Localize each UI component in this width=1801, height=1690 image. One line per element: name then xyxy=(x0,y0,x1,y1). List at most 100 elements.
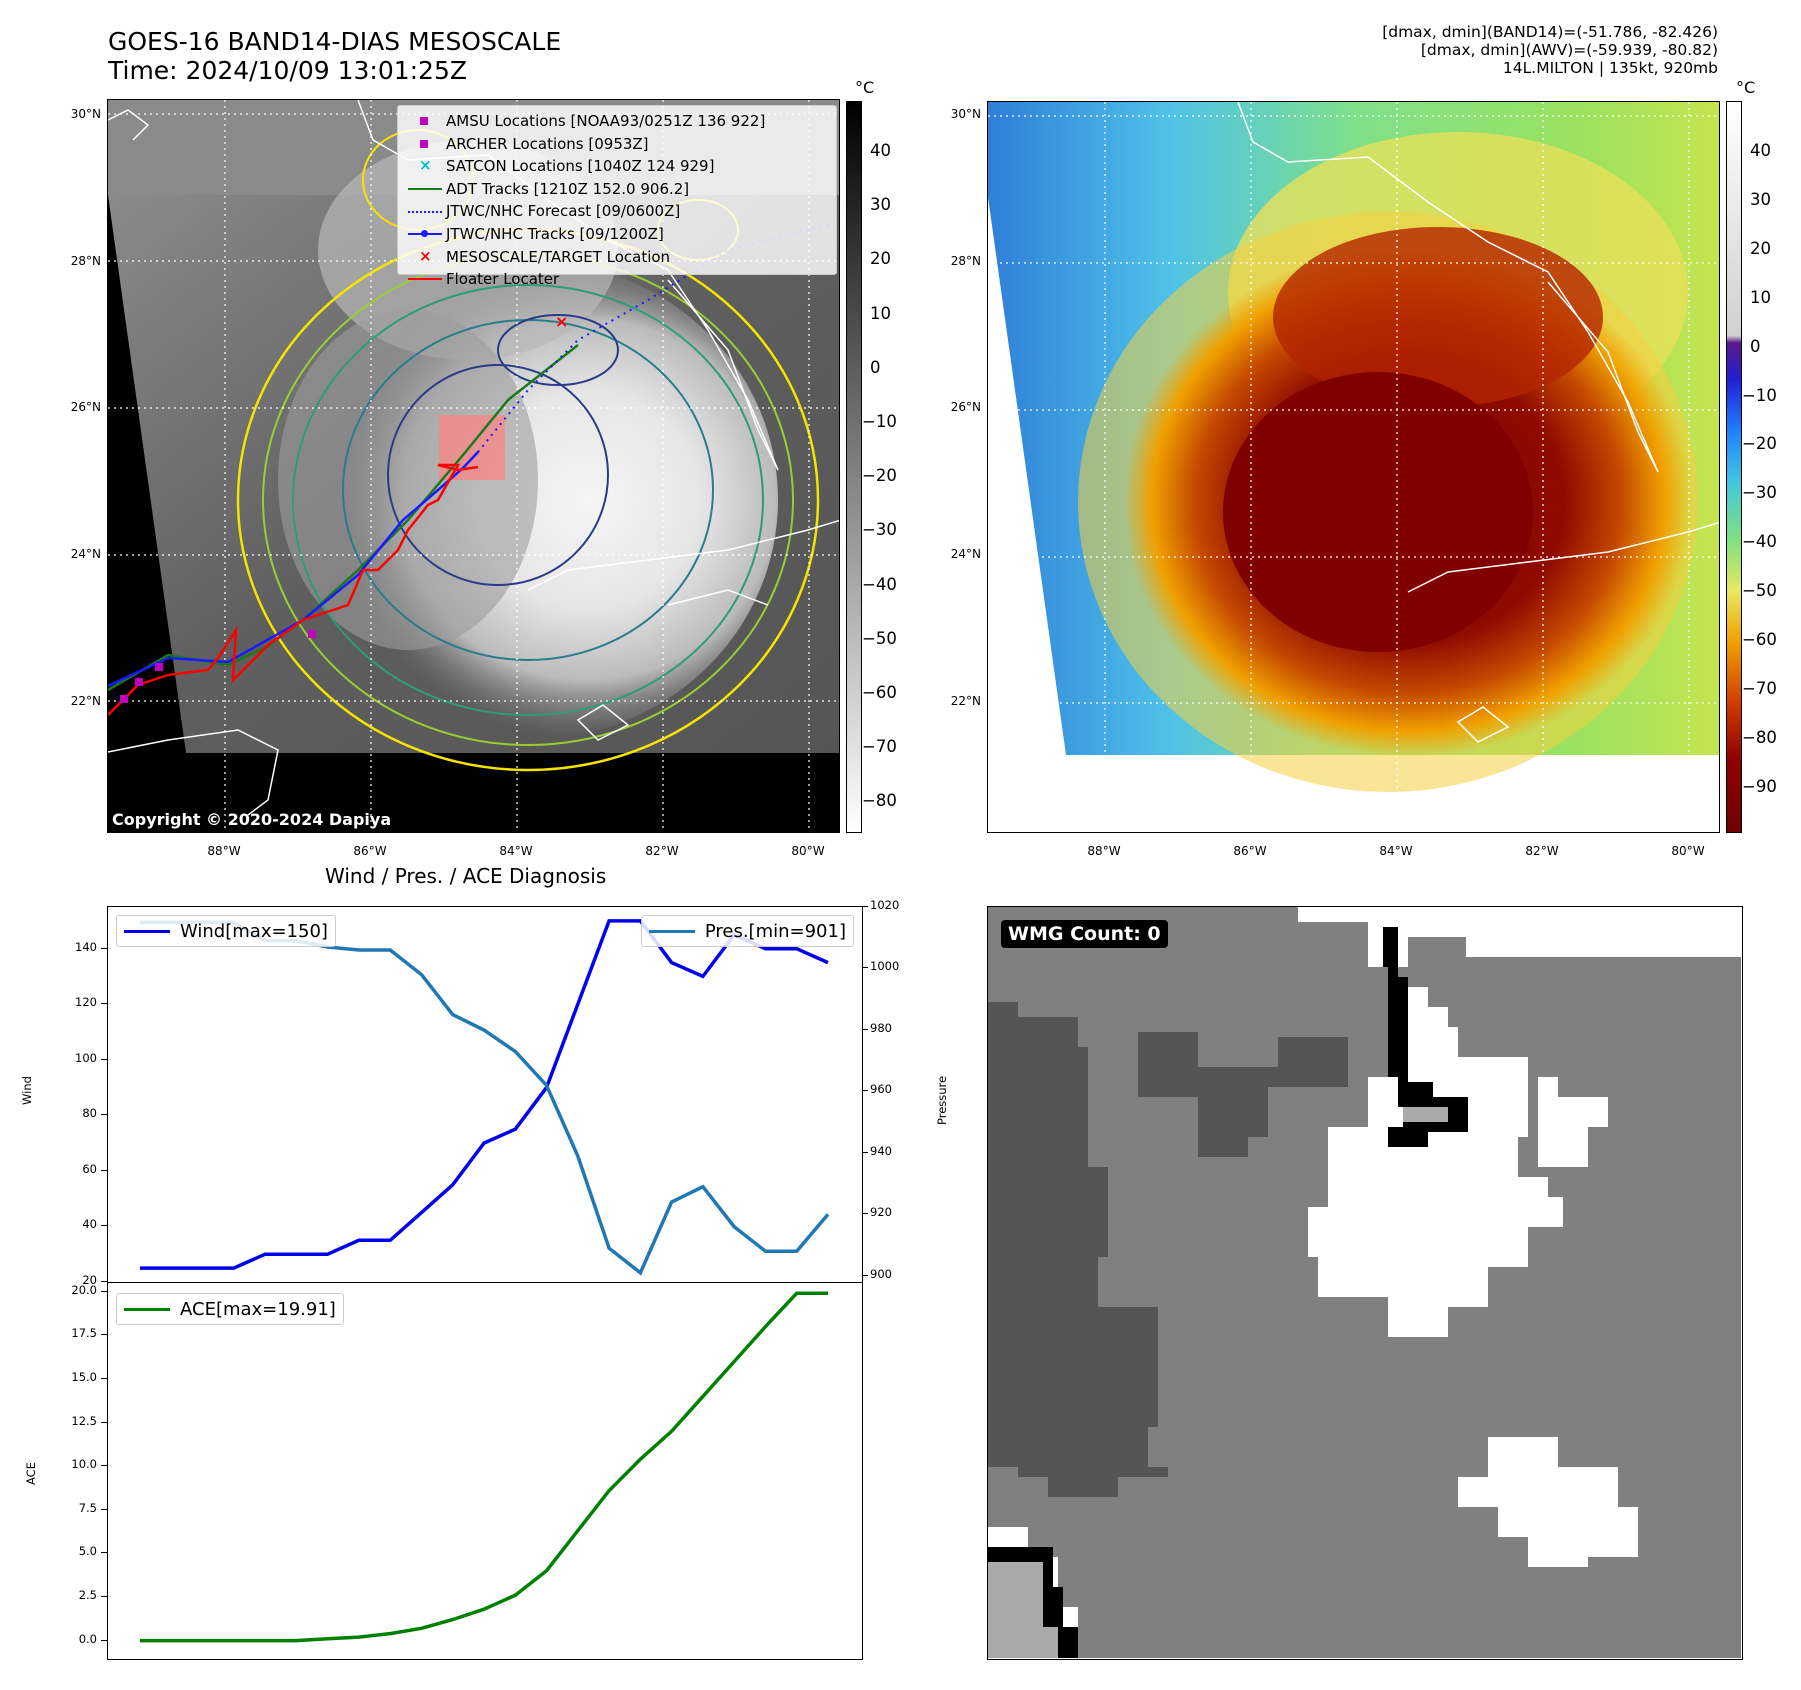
ace-tick-mark xyxy=(101,1552,107,1554)
colorbar-tick-label: −70 xyxy=(1742,678,1777,698)
colorbar-tick-label: 40 xyxy=(1750,141,1771,160)
pressure-legend-line xyxy=(648,929,695,933)
lat-label: 24°N xyxy=(70,547,101,561)
ace-tick-mark xyxy=(101,1334,107,1336)
legend-item: × SATCON Locations [1040Z 124 929] xyxy=(419,156,715,176)
ace-tick-label: 2.5 xyxy=(78,1587,97,1602)
ace-tick-label: 7.5 xyxy=(78,1500,97,1515)
wind-pressure-chart: Wind[max=150] Pres.[min=901] xyxy=(107,906,863,1283)
colorbar-tick-label: 40 xyxy=(870,141,891,160)
colorbar-tick-label: −60 xyxy=(1742,630,1777,649)
lon-label: 84°W xyxy=(1379,844,1413,858)
colorbar-tick-label: −20 xyxy=(862,466,897,486)
figure-title: GOES-16 BAND14-DIAS MESOSCALE Time: 2024… xyxy=(108,27,561,85)
legend-item: × MESOSCALE/TARGET Location xyxy=(419,246,671,266)
colorbar-unit: °C xyxy=(1736,78,1756,97)
wind-axis-label: Wind xyxy=(20,1076,34,1105)
wind-tick-label: 80 xyxy=(82,1106,97,1121)
band14-map: × AMSU Locations [NOAA93/0251Z 136 922] … xyxy=(107,99,840,833)
colorbar-tick-label: −10 xyxy=(862,412,897,431)
wind-pressure-plot xyxy=(140,919,830,1276)
ace-tick-mark xyxy=(101,1465,107,1467)
wmg-panel: WMG Count: 0 xyxy=(987,906,1743,1660)
colorbar-tick-label: 30 xyxy=(870,195,891,215)
colorbar-tick-label: −90 xyxy=(1742,776,1777,796)
colorbar-tick-label: −50 xyxy=(862,628,897,648)
ace-tick-mark xyxy=(101,1290,107,1292)
wind-series-line xyxy=(140,919,829,1270)
pressure-tick-mark xyxy=(862,1151,868,1153)
awv-imagery xyxy=(988,102,1719,832)
ace-axis-label: ACE xyxy=(24,1462,38,1485)
lon-label: 88°W xyxy=(207,844,241,858)
pressure-legend-label: Pres.[min=901] xyxy=(704,920,846,942)
pressure-tick-mark xyxy=(862,906,868,907)
colorbar-tick-label: −80 xyxy=(862,791,897,811)
awv-range: [dmax, dmin](AWV)=(-59.939, -80.82) xyxy=(1420,41,1718,59)
lat-label: 30°N xyxy=(70,107,101,121)
legend-item: JTWC/NHC Tracks [09/1200Z] xyxy=(406,223,828,246)
wind-legend-label: Wind[max=150] xyxy=(180,920,328,942)
colorbar-tick-label: −30 xyxy=(862,520,897,540)
wind-tick-label: 20 xyxy=(82,1273,97,1287)
ace-tick-mark xyxy=(101,1377,107,1379)
storm-info: [dmax, dmin](BAND14)=(-51.786, -82.426) … xyxy=(1382,23,1718,77)
ace-tick-mark xyxy=(101,1595,107,1597)
colorbar-tick-label: −70 xyxy=(862,737,897,757)
lat-label: 26°N xyxy=(950,400,981,414)
lat-label: 22°N xyxy=(950,694,981,708)
wind-legend: Wind[max=150] xyxy=(116,915,336,947)
lon-label: 80°W xyxy=(1671,844,1705,858)
wind-tick-label: 100 xyxy=(75,1050,97,1065)
colorbar-tick-label: −60 xyxy=(862,683,897,702)
lon-label: 88°W xyxy=(1087,844,1121,858)
gridlines xyxy=(988,102,1719,832)
lat-label: 30°N xyxy=(950,107,981,121)
pressure-legend: Pres.[min=901] xyxy=(640,915,854,947)
awv-colorbar xyxy=(1726,101,1742,833)
colorbar-tick-label: −30 xyxy=(1742,483,1777,503)
target-marker: × xyxy=(555,312,568,331)
colorbar-tick-label: 20 xyxy=(870,249,891,269)
lat-label: 28°N xyxy=(70,254,101,268)
track-legend: AMSU Locations [NOAA93/0251Z 136 922] AR… xyxy=(397,105,837,288)
pressure-tick-mark xyxy=(862,1028,868,1030)
pressure-tick-label: 900 xyxy=(870,1266,892,1281)
wind-tick-mark xyxy=(101,947,107,949)
pressure-tick-label: 1020 xyxy=(870,898,900,912)
colorbar-tick-label: −50 xyxy=(1742,581,1777,601)
lon-label: 84°W xyxy=(499,844,533,858)
colorbar-unit: °C xyxy=(855,78,875,97)
pressure-tick-mark xyxy=(862,1213,868,1215)
pressure-tick-label: 1000 xyxy=(870,959,900,974)
wind-tick-mark xyxy=(101,1169,107,1171)
lon-label: 80°W xyxy=(791,844,825,858)
floater-track xyxy=(108,463,479,716)
lat-label: 28°N xyxy=(950,254,981,268)
title-line-1: GOES-16 BAND14-DIAS MESOSCALE xyxy=(108,27,562,56)
colorbar-tick-label: 10 xyxy=(1750,287,1771,307)
ace-tick-label: 10.0 xyxy=(71,1457,97,1472)
ace-series-line xyxy=(140,1291,828,1643)
lat-label: 24°N xyxy=(950,547,981,561)
ace-legend: ACE[max=19.91] xyxy=(116,1293,344,1325)
wind-tick-label: 120 xyxy=(75,995,97,1010)
pressure-tick-label: 960 xyxy=(870,1082,892,1097)
colorbar-tick-label: 10 xyxy=(870,303,891,323)
ace-tick-mark xyxy=(101,1639,107,1641)
colorbar-tick-label: −10 xyxy=(1742,385,1777,405)
amsu-points xyxy=(120,630,316,703)
lat-label: 26°N xyxy=(70,400,101,414)
pressure-axis-label: Pressure xyxy=(935,1075,949,1125)
ace-tick-mark xyxy=(101,1508,107,1510)
pressure-tick-mark xyxy=(862,967,868,969)
colorbar-tick-label: −80 xyxy=(1742,727,1777,747)
lon-label: 82°W xyxy=(645,844,679,858)
wind-tick-label: 140 xyxy=(75,939,97,954)
wmg-count: WMG Count: 0 xyxy=(1001,920,1168,948)
pressure-tick-label: 980 xyxy=(870,1020,892,1035)
lon-label: 86°W xyxy=(1233,844,1267,858)
colorbar-tick-label: −20 xyxy=(1742,434,1777,454)
colorbar-tick-label: 30 xyxy=(1750,189,1771,209)
colorbar-tick-label: 0 xyxy=(1750,336,1761,356)
